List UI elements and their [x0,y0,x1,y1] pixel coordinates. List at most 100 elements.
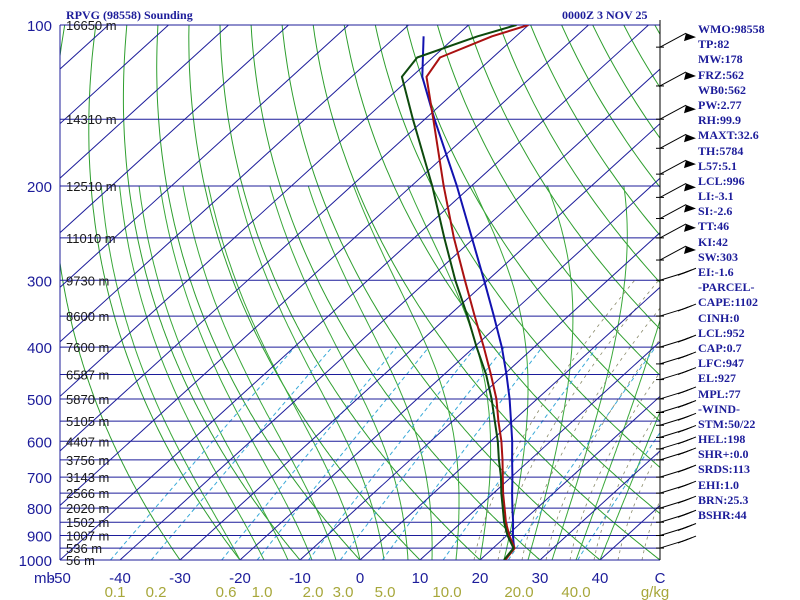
height-label: 1007 m [66,529,109,544]
mixing-ratio-line [150,346,333,560]
mixing-ratio-line [110,346,296,560]
mixing-ratio-line [339,346,505,560]
dewpoint-trace [400,25,517,560]
moist-adiabat [307,185,433,560]
isotherm [60,25,349,288]
mixing-ratio-label: 40.0 [561,584,590,600]
isotherm [359,286,660,560]
isotherm [60,25,289,234]
isotherm [60,25,469,398]
index-item: EI:-1.6 [698,265,734,279]
isotherm [60,25,529,452]
temperature-tick-label: 30 [532,570,549,587]
isobars [59,20,661,561]
height-label: 16650 m [66,18,117,33]
mixing-ratio-label: g/kg [641,584,669,600]
wind-barb [659,32,687,48]
pressure-label-100: 100 [27,18,52,35]
isotherm [179,122,660,560]
index-item: TT:46 [698,219,730,234]
isotherm [60,25,589,507]
pressure-label-700: 700 [27,470,52,487]
index-item: WMO:98558 [698,22,765,36]
mixing-ratio-label: 20.0 [504,584,533,600]
height-label: 14310 m [66,112,117,127]
wind-barbs [656,30,697,560]
mixing-ratio-line [256,346,430,560]
index-item: -PARCEL- [698,280,755,295]
index-item: SHR+:0.0 [698,447,749,462]
isotherm [299,232,660,560]
temperature-tick-label: 0 [356,570,364,587]
wind-pennant [684,33,696,42]
temperature-tick-label: -30 [169,570,191,587]
height-label: 3143 m [66,470,109,485]
isotherm [479,395,660,560]
wind-barb [659,133,687,149]
index-item: LCL:996 [698,173,745,188]
height-label: 7600 m [66,340,109,355]
wind-pennant [684,71,696,80]
moist-adiabat [407,185,492,560]
index-item: WB0:562 [698,82,746,97]
index-item: MPL:77 [698,386,741,401]
wind-pennant [684,105,696,114]
wind-barb [659,204,687,219]
dry-adiabat [188,25,421,560]
wind-pennant [684,246,696,255]
pressure-label-300: 300 [27,273,52,290]
temperature-tick-label: -20 [229,570,251,587]
index-item: -WIND- [698,401,740,416]
temperature-tick-label: 10 [412,570,429,587]
height-label: 4407 m [66,434,109,449]
index-item: TH:5784 [698,143,744,158]
index-item: BSHR:44 [698,508,747,522]
index-item: KI:42 [698,234,728,249]
pressure-label-600: 600 [27,434,52,451]
grid-lines [60,25,660,560]
temperature-tick-label: -10 [289,570,311,587]
wind-feather [677,389,689,395]
isotherm [119,68,660,560]
temperature-tick-label: 40 [592,570,609,587]
wind-feather [677,450,689,456]
index-item: SW:303 [698,249,739,264]
temperature-tick-label: 20 [472,570,489,587]
index-item: SRDS:113 [698,462,751,477]
mixing-ratio-label: 2.0 [303,584,324,600]
isotherm [539,450,660,560]
mixing-ratio-label: 5.0 [375,584,396,600]
indices-panel: WMO:98558 TP:82 MW:178 FRZ:562 WB0:562 PW:2.7… [698,22,798,523]
wind-barb [659,159,687,175]
mixing-ratio-line [577,431,660,560]
wind-barb [659,182,687,198]
mixing-ratio-line [381,346,543,560]
station-title: RPVG (98558) Sounding [66,8,193,22]
moist-adiabat [353,185,460,560]
temperature-tick-label: -50 [49,570,71,587]
wind-pennant [684,223,696,232]
dry-adiabat [219,25,481,560]
index-item: EL:927 [698,371,737,386]
isotherm [419,341,660,560]
wind-feather [677,270,689,276]
profiles [400,25,529,560]
parcel-trace [421,36,516,560]
temperature-tick-label: C [655,570,666,587]
wind-feather [677,498,689,504]
wind-pennant [684,183,696,192]
isotherm [60,25,229,179]
wind-feather [677,427,689,433]
mixing-ratio-line [308,346,476,560]
height-label: 3756 m [66,453,109,468]
wind-pennant [684,204,696,213]
mixing-ratio-label: 0.2 [146,584,167,600]
isotherm [60,25,649,560]
wind-barb [659,223,687,239]
mixing-ratio-label: 1.0 [252,584,273,600]
wind-barb [659,104,687,120]
wind-feather [677,512,689,518]
dry-adiabat [281,25,601,560]
